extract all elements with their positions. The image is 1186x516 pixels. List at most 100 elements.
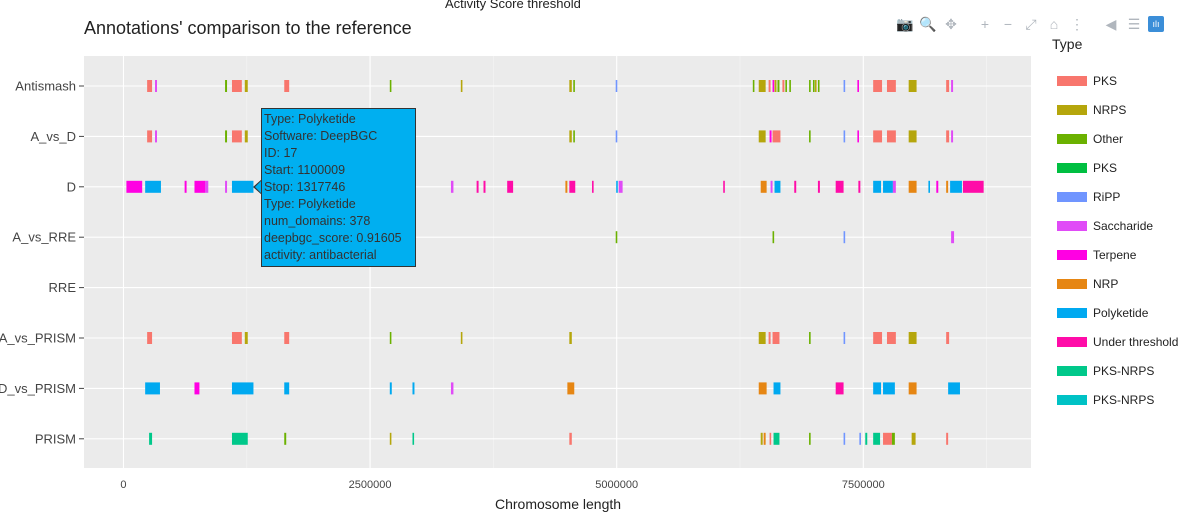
plotly-logo-icon[interactable]: ılı (1148, 16, 1164, 32)
segment[interactable] (483, 180, 486, 193)
segment[interactable] (615, 231, 618, 244)
camera-icon[interactable]: 📷 (896, 15, 914, 32)
segment[interactable] (569, 332, 572, 344)
segment[interactable] (244, 80, 248, 92)
segment[interactable] (147, 332, 153, 344)
segment[interactable] (231, 382, 254, 395)
segment[interactable] (873, 332, 883, 344)
segment[interactable] (859, 432, 861, 445)
segment[interactable] (843, 231, 846, 244)
segment[interactable] (777, 80, 780, 92)
segment[interactable] (908, 382, 917, 395)
segment[interactable] (244, 332, 248, 344)
segment[interactable] (809, 80, 811, 92)
hover-closest-icon[interactable]: ◀ (1105, 15, 1117, 32)
segment[interactable] (231, 332, 242, 344)
segment[interactable] (865, 432, 868, 445)
segment[interactable] (231, 130, 242, 143)
segment[interactable] (460, 80, 463, 92)
segment[interactable] (908, 130, 917, 143)
segment[interactable] (886, 80, 896, 92)
segment[interactable] (873, 130, 883, 143)
segment[interactable] (615, 80, 618, 92)
segment[interactable] (231, 432, 248, 445)
segment[interactable] (389, 432, 392, 445)
segment[interactable] (950, 180, 962, 193)
segment[interactable] (883, 432, 892, 445)
segment[interactable] (507, 180, 514, 193)
segment[interactable] (758, 130, 766, 143)
segment[interactable] (567, 382, 575, 395)
zoom-icon[interactable]: 🔍 (919, 15, 937, 32)
segment[interactable] (149, 432, 153, 445)
segment[interactable] (569, 432, 572, 445)
segment[interactable] (785, 80, 787, 92)
segment[interactable] (873, 80, 883, 92)
segment[interactable] (147, 130, 153, 143)
segment[interactable] (883, 382, 895, 395)
segment[interactable] (194, 382, 200, 395)
segment[interactable] (843, 130, 846, 143)
segment[interactable] (946, 432, 949, 445)
segment[interactable] (768, 332, 771, 344)
segment[interactable] (911, 432, 916, 445)
segment[interactable] (573, 130, 575, 143)
segment[interactable] (857, 130, 859, 143)
segment[interactable] (569, 180, 576, 193)
segment[interactable] (794, 180, 797, 193)
segment[interactable] (883, 180, 893, 193)
legend-item[interactable]: RiPP (1052, 182, 1178, 211)
segment[interactable] (412, 382, 415, 395)
legend-item[interactable]: Polyketide (1052, 298, 1178, 327)
segment[interactable] (817, 80, 820, 92)
segment[interactable] (946, 80, 950, 92)
segment[interactable] (763, 432, 766, 445)
segment[interactable] (244, 130, 248, 143)
hover-compare-icon[interactable]: ☰ (1127, 15, 1141, 32)
segment[interactable] (857, 80, 859, 92)
segment[interactable] (284, 382, 290, 395)
segment[interactable] (145, 382, 160, 395)
segment[interactable] (758, 332, 766, 344)
segment[interactable] (892, 180, 896, 193)
segment[interactable] (758, 80, 766, 92)
segment[interactable] (843, 432, 846, 445)
segment[interactable] (809, 130, 811, 143)
segment[interactable] (194, 180, 206, 193)
legend-item[interactable]: NRP (1052, 269, 1178, 298)
segment[interactable] (155, 80, 157, 92)
segment[interactable] (476, 180, 479, 193)
segment[interactable] (928, 180, 931, 193)
segment[interactable] (760, 180, 767, 193)
segment[interactable] (231, 180, 254, 193)
segment[interactable] (772, 332, 780, 344)
segment[interactable] (284, 80, 290, 92)
segment[interactable] (284, 332, 290, 344)
home-icon[interactable]: ⌂ (1049, 16, 1059, 32)
segment[interactable] (951, 80, 954, 92)
segment[interactable] (147, 80, 153, 92)
segment[interactable] (569, 80, 572, 92)
segment[interactable] (155, 130, 157, 143)
segment[interactable] (618, 180, 623, 193)
segment[interactable] (126, 180, 143, 193)
segment[interactable] (951, 231, 955, 244)
segment[interactable] (773, 432, 780, 445)
segment[interactable] (774, 180, 781, 193)
segment[interactable] (817, 180, 820, 193)
legend-item[interactable]: NRPS (1052, 95, 1178, 124)
segment[interactable] (769, 432, 772, 445)
segment[interactable] (569, 130, 572, 143)
segment[interactable] (768, 80, 771, 92)
segment[interactable] (858, 180, 861, 193)
segment[interactable] (812, 80, 815, 92)
segment[interactable] (389, 332, 392, 344)
segment[interactable] (873, 382, 882, 395)
spike-lines-icon[interactable]: ⋮ (1070, 15, 1084, 32)
segment[interactable] (772, 130, 781, 143)
segment[interactable] (891, 432, 895, 445)
segment[interactable] (760, 432, 763, 445)
segment[interactable] (565, 180, 568, 193)
segment[interactable] (843, 332, 846, 344)
segment[interactable] (835, 382, 844, 395)
